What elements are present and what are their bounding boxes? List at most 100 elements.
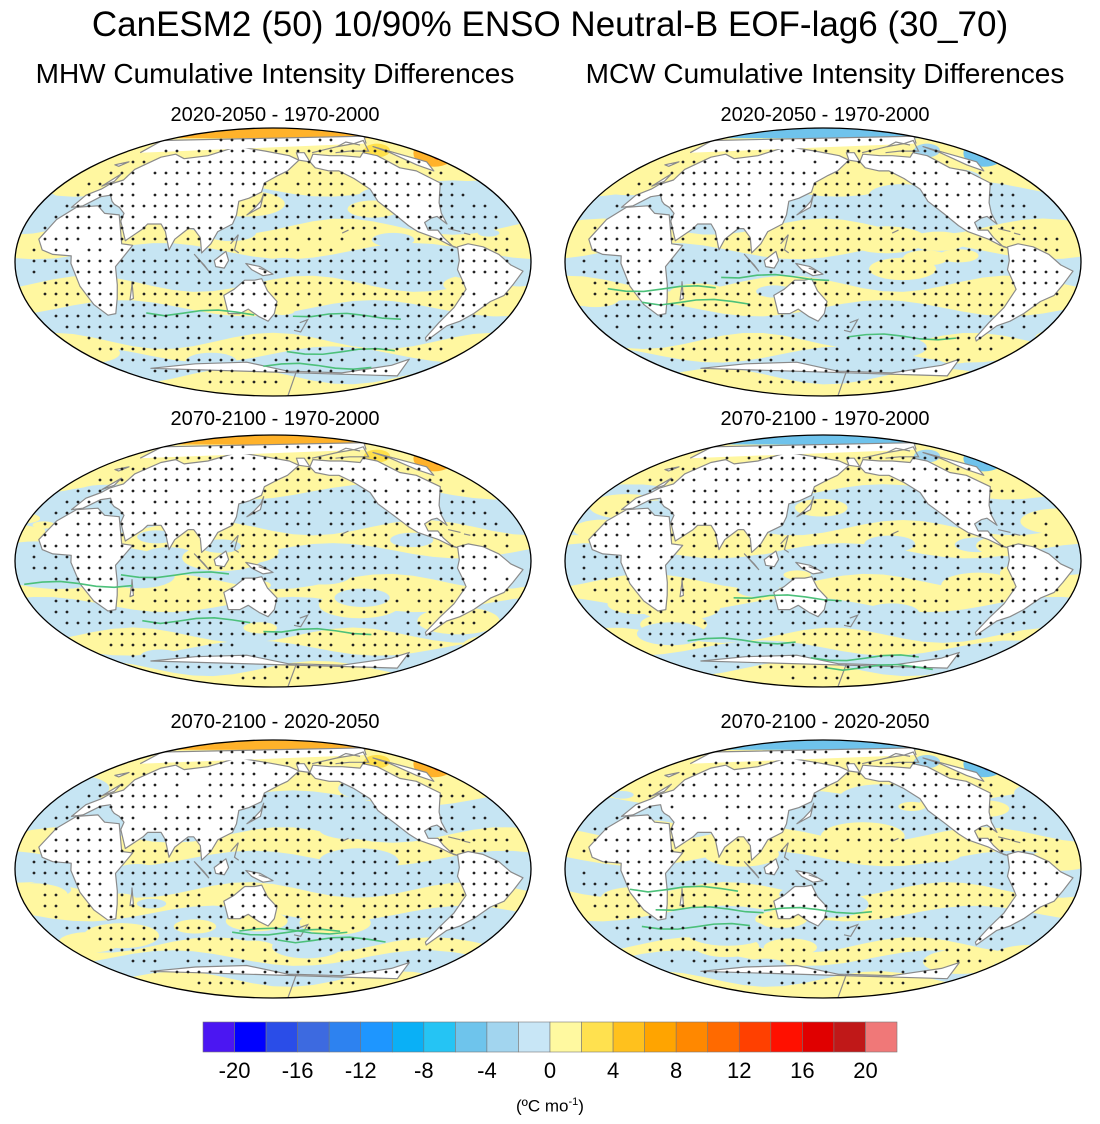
- significance-dot: [109, 511, 113, 515]
- significance-dot: [736, 193, 740, 197]
- significance-dot: [736, 959, 740, 963]
- significance-dot: [714, 566, 718, 570]
- significance-dot: [461, 794, 465, 798]
- significance-dot: [175, 621, 179, 625]
- significance-dot: [340, 511, 344, 515]
- significance-dot: [835, 445, 839, 449]
- significance-dot: [846, 171, 850, 175]
- significance-dot: [241, 871, 245, 875]
- significance-dot: [131, 794, 135, 798]
- anomaly-patch: [898, 801, 926, 811]
- significance-dot: [923, 149, 927, 153]
- significance-dot: [1033, 270, 1037, 274]
- significance-dot: [934, 204, 938, 208]
- significance-dot: [945, 948, 949, 952]
- significance-dot: [307, 805, 311, 809]
- significance-dot: [351, 160, 355, 164]
- significance-dot: [791, 467, 795, 471]
- significance-dot: [802, 599, 806, 603]
- significance-dot: [175, 281, 179, 285]
- significance-dot: [329, 750, 333, 754]
- significance-dot: [945, 270, 949, 274]
- significance-dot: [868, 467, 872, 471]
- significance-dot: [384, 643, 388, 647]
- significance-dot: [142, 849, 146, 853]
- significance-dot: [901, 882, 905, 886]
- significance-dot: [263, 805, 267, 809]
- significance-dot: [373, 456, 377, 460]
- significance-dot: [351, 171, 355, 175]
- significance-dot: [208, 467, 212, 471]
- significance-dot: [725, 292, 729, 296]
- significance-dot: [582, 544, 586, 548]
- significance-dot: [681, 237, 685, 241]
- significance-dot: [406, 160, 410, 164]
- significance-dot: [1000, 226, 1004, 230]
- significance-dot: [879, 489, 883, 493]
- significance-dot: [384, 860, 388, 864]
- significance-dot: [439, 610, 443, 614]
- significance-dot: [747, 204, 751, 208]
- significance-dot: [296, 292, 300, 296]
- significance-dot: [791, 533, 795, 537]
- significance-dot: [494, 904, 498, 908]
- significance-dot: [912, 566, 916, 570]
- significance-dot: [912, 882, 916, 886]
- significance-dot: [285, 838, 289, 842]
- significance-dot: [923, 860, 927, 864]
- significance-dot: [769, 599, 773, 603]
- significance-dot: [175, 467, 179, 471]
- significance-dot: [263, 783, 267, 787]
- significance-dot: [670, 347, 674, 351]
- significance-dot: [703, 160, 707, 164]
- significance-dot: [109, 827, 113, 831]
- significance-dot: [373, 959, 377, 963]
- significance-dot: [65, 621, 69, 625]
- significance-dot: [769, 838, 773, 842]
- significance-dot: [76, 838, 80, 842]
- significance-dot: [483, 816, 487, 820]
- significance-dot: [692, 193, 696, 197]
- significance-dot: [406, 533, 410, 537]
- significance-dot: [131, 489, 135, 493]
- significance-dot: [912, 827, 916, 831]
- significance-dot: [153, 577, 157, 581]
- significance-dot: [835, 937, 839, 941]
- significance-dot: [868, 325, 872, 329]
- significance-dot: [219, 281, 223, 285]
- significance-dot: [736, 893, 740, 897]
- significance-dot: [769, 303, 773, 307]
- significance-dot: [769, 500, 773, 504]
- significance-dot: [736, 838, 740, 842]
- significance-dot: [384, 882, 388, 886]
- significance-dot: [824, 772, 828, 776]
- significance-dot: [945, 336, 949, 340]
- significance-dot: [703, 654, 707, 658]
- significance-dot: [98, 632, 102, 636]
- significance-dot: [956, 325, 960, 329]
- significance-dot: [131, 248, 135, 252]
- significance-dot: [263, 171, 267, 175]
- significance-dot: [428, 816, 432, 820]
- significance-dot: [857, 827, 861, 831]
- significance-dot: [208, 456, 212, 460]
- significance-dot: [879, 533, 883, 537]
- significance-dot: [835, 849, 839, 853]
- significance-dot: [769, 750, 773, 754]
- significance-dot: [186, 805, 190, 809]
- significance-dot: [219, 621, 223, 625]
- significance-dot: [285, 750, 289, 754]
- significance-dot: [1044, 303, 1048, 307]
- significance-dot: [109, 849, 113, 853]
- significance-dot: [219, 259, 223, 263]
- significance-dot: [230, 478, 234, 482]
- significance-dot: [593, 292, 597, 296]
- significance-dot: [1044, 533, 1048, 537]
- significance-dot: [978, 926, 982, 930]
- significance-dot: [307, 926, 311, 930]
- significance-dot: [340, 281, 344, 285]
- significance-dot: [615, 610, 619, 614]
- significance-dot: [186, 369, 190, 373]
- significance-dot: [615, 621, 619, 625]
- significance-dot: [736, 259, 740, 263]
